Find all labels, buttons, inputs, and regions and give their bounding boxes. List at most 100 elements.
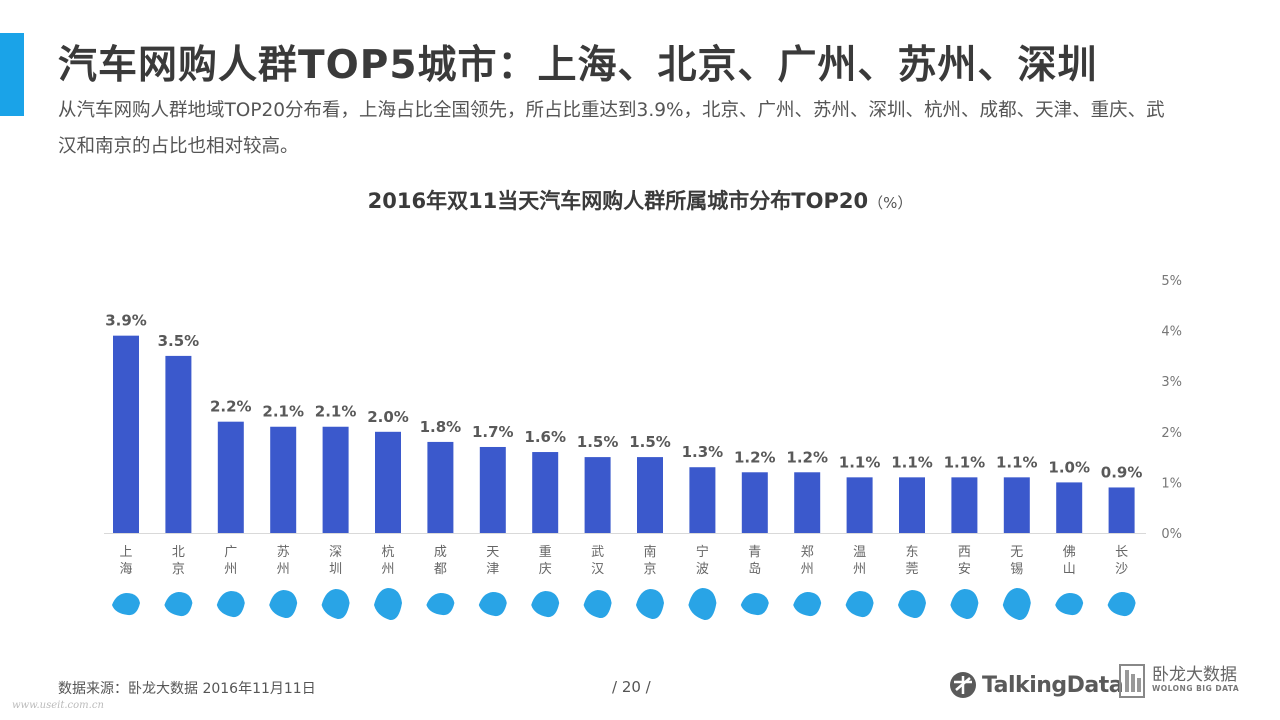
category-label: 州 — [381, 562, 394, 577]
city-map-icon — [321, 589, 350, 620]
y-tick-label: 0% — [1161, 527, 1182, 542]
data-label: 1.8% — [420, 418, 462, 436]
accent-bar — [0, 33, 24, 116]
bar-8 — [479, 446, 506, 533]
wolong-name-en: WOLONG BIG DATA — [1152, 684, 1240, 693]
bar-14 — [794, 472, 821, 533]
y-tick-label: 5% — [1161, 274, 1182, 289]
city-map-icon — [898, 590, 926, 619]
city-map-icon — [216, 591, 245, 618]
city-map-icon — [845, 591, 874, 618]
talkingdata-logo: TalkingData — [948, 668, 1124, 702]
wolong-logo: 卧龙大数据 WOLONG BIG DATA — [1118, 660, 1239, 700]
category-label: 京 — [643, 562, 656, 577]
city-map-icon — [1107, 592, 1136, 617]
category-label: 州 — [801, 562, 814, 577]
category-label: 汉 — [591, 562, 604, 577]
category-label: 庆 — [539, 562, 552, 577]
city-map-icon — [478, 592, 507, 617]
category-label: 上 — [119, 545, 132, 560]
data-label: 1.7% — [472, 423, 514, 441]
city-map-icon — [269, 590, 298, 619]
category-label: 锡 — [1010, 562, 1023, 577]
data-label: 2.1% — [315, 403, 357, 421]
bar-18 — [1003, 477, 1030, 533]
talkingdata-wordmark: TalkingData — [982, 672, 1124, 698]
talkingdata-icon — [950, 672, 976, 698]
page-subtitle: 从汽车网购人群地域TOP20分布看，上海占比全国领先，所占比重达到3.9%，北京… — [58, 100, 1165, 157]
category-label: 安 — [958, 562, 971, 577]
data-label: 1.3% — [682, 443, 724, 461]
category-label: 南 — [643, 544, 656, 560]
category-label: 波 — [696, 562, 709, 577]
category-label: 海 — [119, 562, 132, 577]
category-label: 山 — [1063, 562, 1076, 577]
category-label: 武 — [591, 545, 604, 560]
category-label: 都 — [434, 562, 447, 577]
category-label: 广 — [224, 545, 237, 560]
category-label: 北 — [172, 545, 185, 560]
category-label: 杭 — [381, 545, 394, 560]
city-map-icon — [636, 589, 664, 620]
data-label: 1.5% — [629, 433, 671, 451]
city-map-icon — [426, 593, 455, 616]
y-tick-label: 1% — [1161, 476, 1182, 491]
data-source: 数据来源：卧龙大数据 2016年11月11日 — [58, 681, 316, 697]
chart-title: 2016年双11当天汽车网购人群所属城市分布TOP20（%） — [0, 185, 1280, 215]
city-map-icon — [1055, 593, 1084, 616]
bar-15 — [846, 477, 873, 533]
data-label: 3.5% — [158, 332, 200, 350]
category-label: 深 — [329, 545, 342, 560]
bar-12 — [689, 467, 716, 533]
bar-6 — [375, 431, 401, 533]
bar-20 — [1108, 487, 1135, 533]
bar-11 — [637, 457, 663, 533]
wolong-icon — [1119, 664, 1145, 698]
data-label: 1.6% — [524, 428, 566, 446]
city-map-icon — [950, 589, 979, 620]
data-label: 2.1% — [262, 403, 304, 421]
chart-title-text: 2016年双11当天汽车网购人群所属城市分布TOP20 — [367, 189, 869, 213]
data-label: 3.9% — [105, 312, 147, 330]
data-label: 2.2% — [210, 398, 252, 416]
city-map-icon — [531, 591, 560, 618]
city-map-icon — [688, 588, 717, 621]
y-tick-label: 2% — [1161, 426, 1182, 441]
category-label: 州 — [277, 562, 290, 577]
category-label: 津 — [486, 562, 499, 577]
city-map-icon — [793, 592, 822, 617]
page-title: 汽车网购人群TOP5城市：上海、北京、广州、苏州、深圳 — [58, 43, 1098, 88]
category-label: 沙 — [1115, 562, 1128, 577]
category-label: 佛 — [1063, 545, 1076, 560]
y-tick-label: 3% — [1161, 375, 1182, 390]
category-label: 宁 — [696, 544, 709, 560]
city-map-icon — [374, 588, 402, 621]
data-label: 1.1% — [996, 453, 1038, 471]
category-label: 苏 — [277, 544, 290, 560]
category-label: 圳 — [329, 562, 342, 577]
data-label: 1.0% — [1048, 458, 1090, 476]
bar-3 — [217, 421, 244, 533]
category-label: 温 — [853, 545, 866, 560]
category-label: 天 — [486, 545, 499, 560]
data-label: 2.0% — [367, 408, 409, 426]
y-tick-label: 4% — [1161, 325, 1182, 340]
category-label: 岛 — [748, 561, 761, 577]
city-map-icon — [112, 593, 140, 616]
bar-9 — [532, 452, 559, 533]
category-label: 成 — [434, 545, 447, 560]
data-label: 0.9% — [1101, 463, 1143, 481]
category-label: 京 — [172, 562, 185, 577]
data-label: 1.1% — [839, 453, 881, 471]
bar-2 — [165, 355, 192, 533]
city-map-icon — [1002, 588, 1031, 621]
bar-19 — [1056, 482, 1083, 533]
data-label: 1.2% — [786, 448, 828, 466]
category-label: 莞 — [905, 562, 918, 577]
category-label: 长 — [1115, 545, 1128, 560]
category-label: 西 — [958, 545, 971, 560]
page-number: / 20 / — [612, 678, 651, 696]
bar-17 — [951, 477, 978, 533]
bar-1 — [113, 335, 139, 533]
data-label: 1.1% — [891, 453, 933, 471]
